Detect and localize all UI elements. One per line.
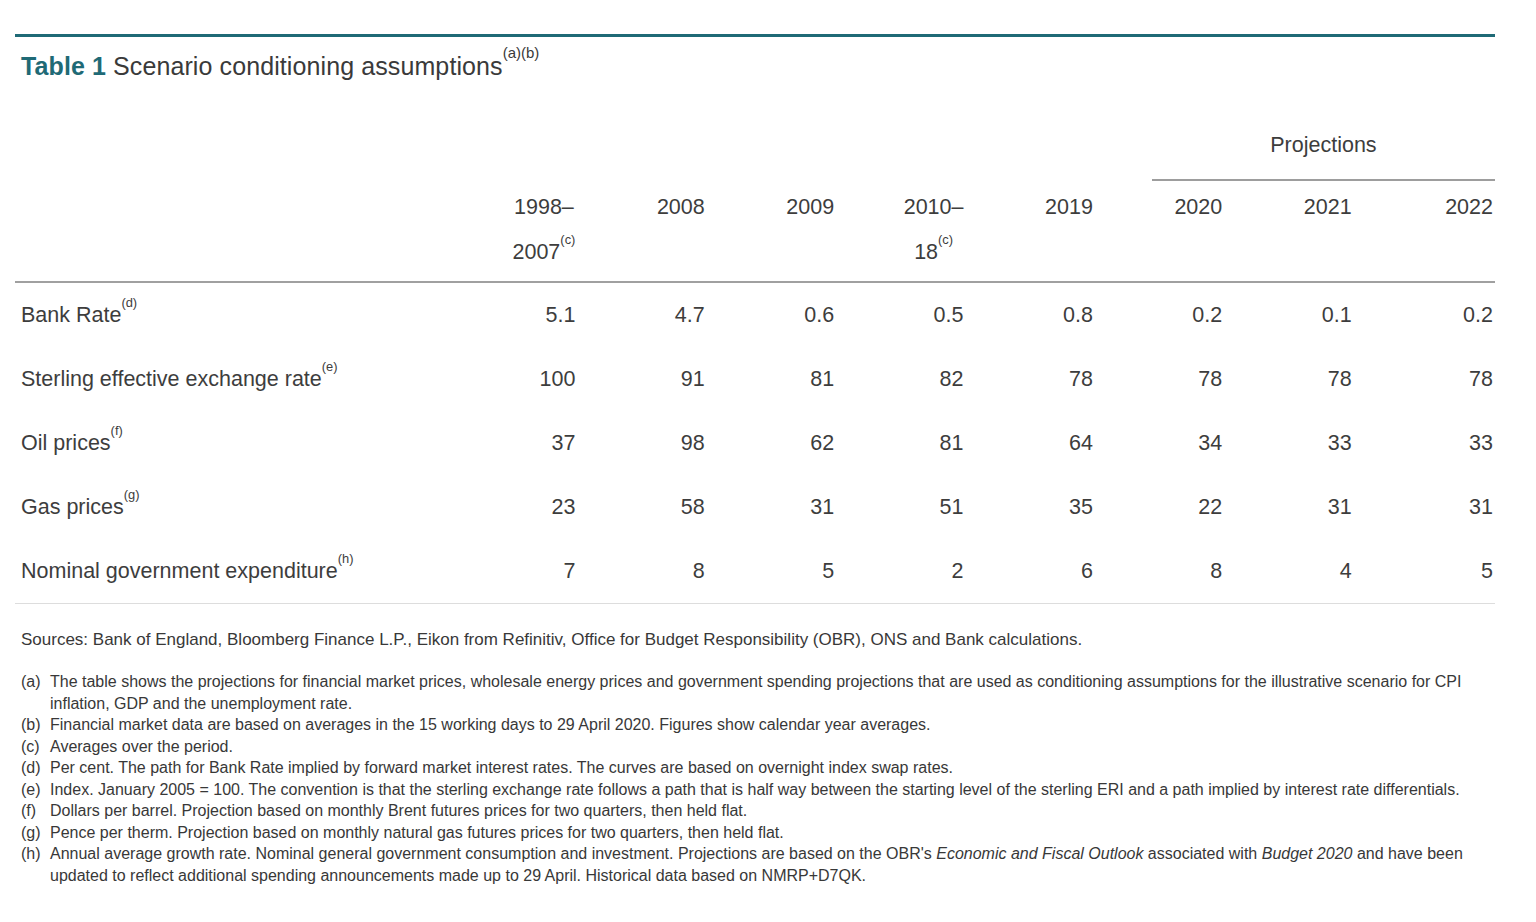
cell: 35 [978,495,1107,520]
cell: 7 [460,559,589,584]
row-label: Bank Rate(d) [15,302,460,328]
row-label: Nominal government expenditure(h) [15,558,460,584]
cell: 8 [589,559,718,584]
footnote-e: (e)Index. January 2005 = 100. The conven… [21,779,1495,801]
row-footnote-ref: (e) [322,359,338,374]
footnote-a: (a)The table shows the projections for f… [21,671,1495,714]
cell: 37 [460,431,589,456]
cell: 78 [1107,367,1236,392]
table-row-nominal-govt-expenditure: Nominal government expenditure(h) 7 8 5 … [15,539,1495,603]
column-header-2010-18: 2010–18(c) [848,187,977,272]
column-header-2019: 2019 [978,187,1107,272]
cell: 5 [1366,559,1495,584]
cell: 78 [978,367,1107,392]
document-page: Table 1 Scenario conditioning assumption… [15,0,1495,886]
column-header-2009: 2009 [719,187,848,272]
footnote-g: (g)Pence per therm. Projection based on … [21,822,1495,844]
sources-line: Sources: Bank of England, Bloomberg Fina… [21,630,1495,650]
column-header-2008: 2008 [589,187,718,272]
table-row-sterling-eri: Sterling effective exchange rate(e) 100 … [15,347,1495,411]
column-footnote-ref: (c) [938,232,953,247]
cell: 78 [1366,367,1495,392]
cell: 0.2 [1107,303,1236,328]
column-header-1998-2007: 1998–2007(c) [460,187,589,272]
footnote-c: (c)Averages over the period. [21,736,1495,758]
title-footnote-refs: (a)(b) [503,44,540,61]
projections-header-row: Projections [15,133,1495,181]
projections-label: Projections [1270,133,1376,157]
cell: 0.8 [978,303,1107,328]
cell: 81 [719,367,848,392]
cell: 62 [719,431,848,456]
cell: 0.5 [848,303,977,328]
table-row-gas-prices: Gas prices(g) 23 58 31 51 35 22 31 31 [15,475,1495,539]
cell: 100 [460,367,589,392]
table-title-text: Scenario conditioning assumptions [106,52,503,80]
cell: 0.6 [719,303,848,328]
cell: 4 [1236,559,1365,584]
projections-group-header: Projections [1152,133,1495,181]
header-spacer [15,187,460,272]
cell: 31 [1366,495,1495,520]
row-footnote-ref: (f) [111,423,123,438]
page-title: Table 1 Scenario conditioning assumption… [21,52,1495,81]
footnote-h: (h)Annual average growth rate. Nominal g… [21,843,1495,886]
row-footnote-ref: (d) [121,295,137,310]
row-label: Oil prices(f) [15,430,460,456]
column-footnote-ref: (c) [560,232,575,247]
top-divider-rule [15,34,1495,37]
cell: 33 [1366,431,1495,456]
footnote-f: (f)Dollars per barrel. Projection based … [21,800,1495,822]
cell: 0.2 [1366,303,1495,328]
assumptions-table: Projections 1998–2007(c) 2008 2009 2010–… [15,133,1495,604]
row-label: Gas prices(g) [15,494,460,520]
cell: 8 [1107,559,1236,584]
cell: 2 [848,559,977,584]
cell: 64 [978,431,1107,456]
column-header-2020: 2020 [1107,187,1236,272]
cell: 78 [1236,367,1365,392]
cell: 22 [1107,495,1236,520]
cell: 33 [1236,431,1365,456]
table-row-oil-prices: Oil prices(f) 37 98 62 81 64 34 33 33 [15,411,1495,475]
footnotes: (a)The table shows the projections for f… [21,671,1495,886]
row-footnote-ref: (g) [124,487,140,502]
cell: 5.1 [460,303,589,328]
row-label: Sterling effective exchange rate(e) [15,366,460,392]
table-row-bank-rate: Bank Rate(d) 5.1 4.7 0.6 0.5 0.8 0.2 0.1… [15,283,1495,347]
cell: 31 [1236,495,1365,520]
cell: 81 [848,431,977,456]
cell: 58 [589,495,718,520]
cell: 4.7 [589,303,718,328]
footnote-b: (b)Financial market data are based on av… [21,714,1495,736]
footnote-d: (d)Per cent. The path for Bank Rate impl… [21,757,1495,779]
cell: 5 [719,559,848,584]
row-footnote-ref: (h) [338,551,354,566]
table-number-label: Table 1 [21,52,106,80]
table-body: Bank Rate(d) 5.1 4.7 0.6 0.5 0.8 0.2 0.1… [15,283,1495,604]
column-header-row: 1998–2007(c) 2008 2009 2010–18(c) 2019 2… [15,181,1495,283]
cell: 98 [589,431,718,456]
cell: 0.1 [1236,303,1365,328]
cell: 51 [848,495,977,520]
cell: 23 [460,495,589,520]
cell: 91 [589,367,718,392]
cell: 31 [719,495,848,520]
column-header-2021: 2021 [1236,187,1365,272]
cell: 34 [1107,431,1236,456]
column-header-2022: 2022 [1366,187,1495,272]
cell: 82 [848,367,977,392]
cell: 6 [978,559,1107,584]
